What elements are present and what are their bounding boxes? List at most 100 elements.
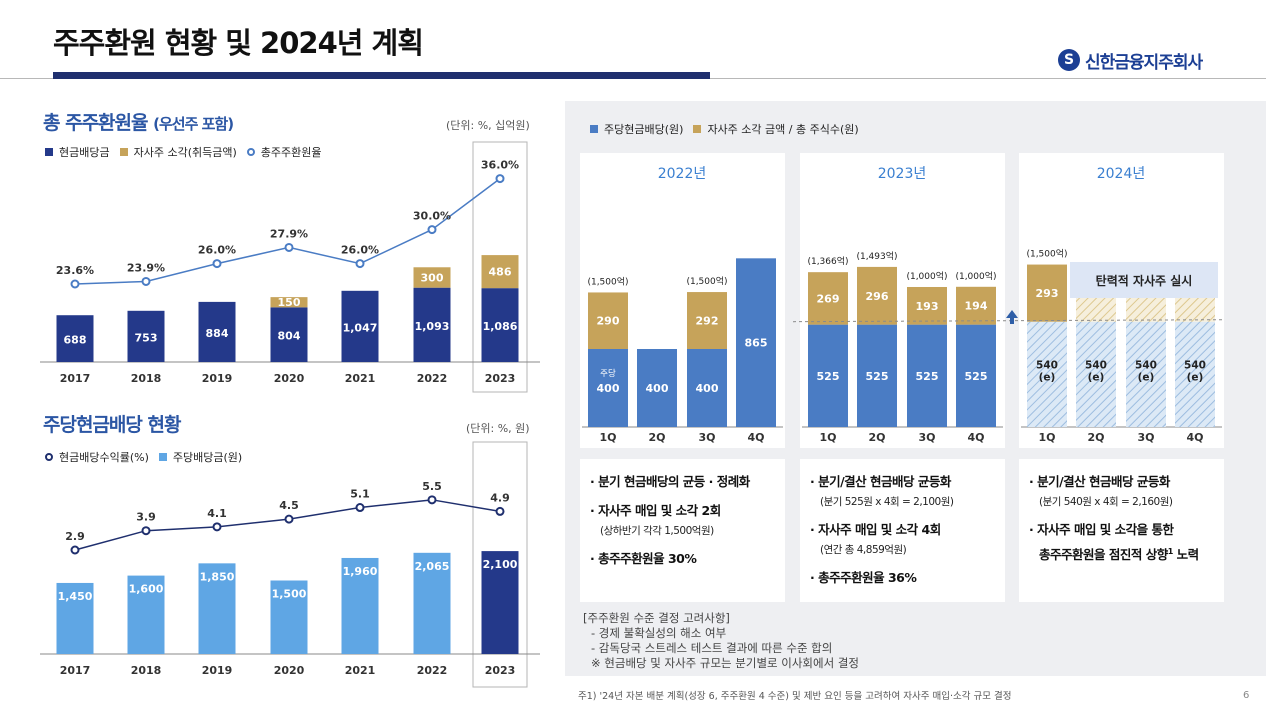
quarter-tick-label: 2Q — [868, 431, 885, 444]
dividend-bar — [481, 288, 519, 362]
dps-bar — [413, 552, 451, 654]
dps-value-label: 1,960 — [343, 565, 378, 578]
x-tick-label: 2021 — [345, 664, 376, 677]
quarter-buyback-total: (1,500억) — [1026, 248, 1067, 260]
dividend-bar — [127, 310, 165, 362]
quarter-buyback-bar — [1027, 264, 1067, 322]
yield-label: 3.9 — [136, 511, 156, 524]
quarter-buyback-total: (1,366억) — [807, 255, 848, 267]
dividend-value-label: 884 — [206, 327, 229, 340]
bullet-2023-2-sub: (연간 총 4,859억원) — [820, 544, 907, 556]
dividend-value-label: 753 — [135, 331, 158, 344]
dps-value-label: 1,450 — [58, 590, 93, 603]
quarter-dividend-label: 525 — [965, 370, 988, 383]
quarter-dividend-bar — [956, 324, 996, 427]
quarter-buyback-total: (1,493억) — [856, 250, 897, 262]
quarter-tick-label: 1Q — [599, 431, 616, 444]
dps-chart: 1,450 2017 1,600 2018 1,850 2019 1,500 2020 1,96… — [40, 441, 540, 688]
quarter-dividend-bar — [1175, 321, 1215, 427]
buyback-value-label: 150 — [278, 296, 301, 309]
bullet-2024-2-text: 총주주환원을 점진적 상향 — [1039, 547, 1168, 562]
quarter-buyback-total: (1,500억) — [686, 275, 727, 287]
legend-quarterly-dividend-label: 주당현금배당(원) — [604, 123, 684, 136]
bullet-2022-2: · 자사주 매입 및 소각 2회 — [590, 503, 721, 518]
flex-buyback-box — [1070, 262, 1218, 298]
dividend-value-label: 1,093 — [415, 320, 450, 333]
quarter-tick-label: 2Q — [1087, 431, 1104, 444]
quarter-buyback-bar — [907, 286, 947, 325]
legend-ratio-marker-icon — [246, 148, 255, 156]
quarter-dividend-label: 540 — [1135, 360, 1157, 372]
highlight-frame-2023 — [472, 141, 528, 393]
legend-yield-label: 현금배당수익률(%) — [59, 451, 149, 464]
return-ratio-label: 23.6% — [56, 264, 94, 277]
page-number: 6 — [1243, 690, 1250, 701]
bullet-2023-1-sub: (분기 525원 x 4회 = 2,100원) — [820, 496, 954, 508]
dividend-value-label: 688 — [64, 334, 87, 347]
considerations: [주주환원 수준 결정 고려사항] - 경제 불확실성의 해소 여부 - 감독당… — [583, 611, 859, 671]
bullet-2024-2-cont: 총주주환원을 점진적 상향1 노력 — [1039, 544, 1214, 563]
dps-value-label: 2,065 — [415, 560, 450, 573]
quarter-tick-label: 4Q — [967, 431, 984, 444]
footnote-ref: 1 — [1167, 546, 1174, 556]
x-tick-label: 2017 — [60, 664, 91, 677]
return-ratio-label: 23.9% — [127, 261, 165, 274]
legend-buyback-label: 자사주 소각(취득금액) — [133, 146, 237, 159]
quarter-dividend-label-e: (e) — [1138, 372, 1155, 384]
quarter-dividend-label: 400 — [646, 382, 669, 395]
quarter-dividend-bar — [857, 324, 897, 427]
dps-value-label: 1,850 — [200, 570, 235, 583]
total-return-title: 총 주주환원율 (우선주 포함) — [43, 108, 234, 135]
return-ratio-label: 30.0% — [413, 210, 451, 223]
highlight-frame-2023 — [472, 441, 528, 688]
quarter-dividend-bar — [588, 349, 628, 427]
yield-label: 4.1 — [207, 507, 227, 520]
bullet-2023-2: · 자사주 매입 및 소각 4회 — [810, 522, 941, 537]
x-tick-label: 2022 — [417, 372, 448, 385]
return-ratio-label: 36.0% — [481, 159, 519, 172]
yield-point — [427, 495, 437, 505]
quarter-buyback-bar — [956, 286, 996, 325]
logo-mark-icon: S — [1058, 49, 1080, 71]
x-tick-label: 2018 — [131, 372, 162, 385]
quarter-dividend-label-e: (e) — [1187, 372, 1204, 384]
yield-point — [141, 526, 151, 536]
legend-ratio-label: 총주주환원율 — [260, 146, 322, 159]
quarter-buyback-label: 292 — [696, 315, 719, 328]
footnote: 주1) '24년 자본 배분 계획(성장 6, 주주환원 4 수준) 및 제반 … — [578, 691, 1012, 702]
dividend-value-label: 1,047 — [343, 321, 378, 334]
dividend-bar — [56, 315, 94, 362]
quarter-dividend-bar — [1076, 321, 1116, 427]
quarter-dividend-bar — [637, 349, 677, 427]
quarter-dividend-bar — [1126, 321, 1166, 427]
quarter-buyback-label: 290 — [597, 315, 620, 328]
quarterly-chart: 2022년 400 주당 290 (1,500억) 1Q 400 2Q 400 292 (1,500… — [582, 166, 1226, 444]
x-tick-label: 2021 — [345, 372, 376, 385]
x-tick-label: 2022 — [417, 664, 448, 677]
total-return-legend: 현금배당금 자사주 소각(취득금액) 총주주환원율 — [45, 144, 322, 160]
buyback-value-label: 300 — [421, 271, 444, 284]
dividend-bar — [198, 301, 236, 362]
considerations-item: - 경제 불확실성의 해소 여부 — [591, 626, 727, 640]
company-logo: S 신한금융지주회사 — [1058, 47, 1203, 73]
buyback-bar — [413, 267, 451, 288]
yield-point — [355, 503, 365, 513]
dps-unit: (단위: %, 원) — [466, 422, 530, 435]
quarter-buyback-label: 269 — [817, 292, 840, 305]
x-tick-label: 2017 — [60, 372, 91, 385]
legend-quarterly-dividend-swatch — [590, 125, 598, 133]
total-return-title-sub: (우선주 포함) — [153, 115, 234, 133]
quarter-buyback-bar — [588, 292, 628, 349]
legend-dps-swatch — [158, 453, 167, 461]
quarter-dividend-label-e: (e) — [1039, 372, 1056, 384]
dividend-bar — [270, 307, 308, 362]
legend-yield-marker-icon — [45, 453, 53, 461]
x-tick-label: 2020 — [274, 664, 305, 677]
dps-bar — [270, 580, 308, 654]
flex-buyback-label: 탄력적 자사주 실시 — [1096, 273, 1193, 288]
return-ratio-label: 26.0% — [198, 244, 236, 257]
return-ratio-point — [495, 174, 505, 184]
bullet-2022-2-sub: (상하반기 각각 1,500억원) — [600, 525, 714, 537]
yield-point — [70, 545, 80, 555]
quarter-dividend-label: 865 — [745, 337, 768, 350]
